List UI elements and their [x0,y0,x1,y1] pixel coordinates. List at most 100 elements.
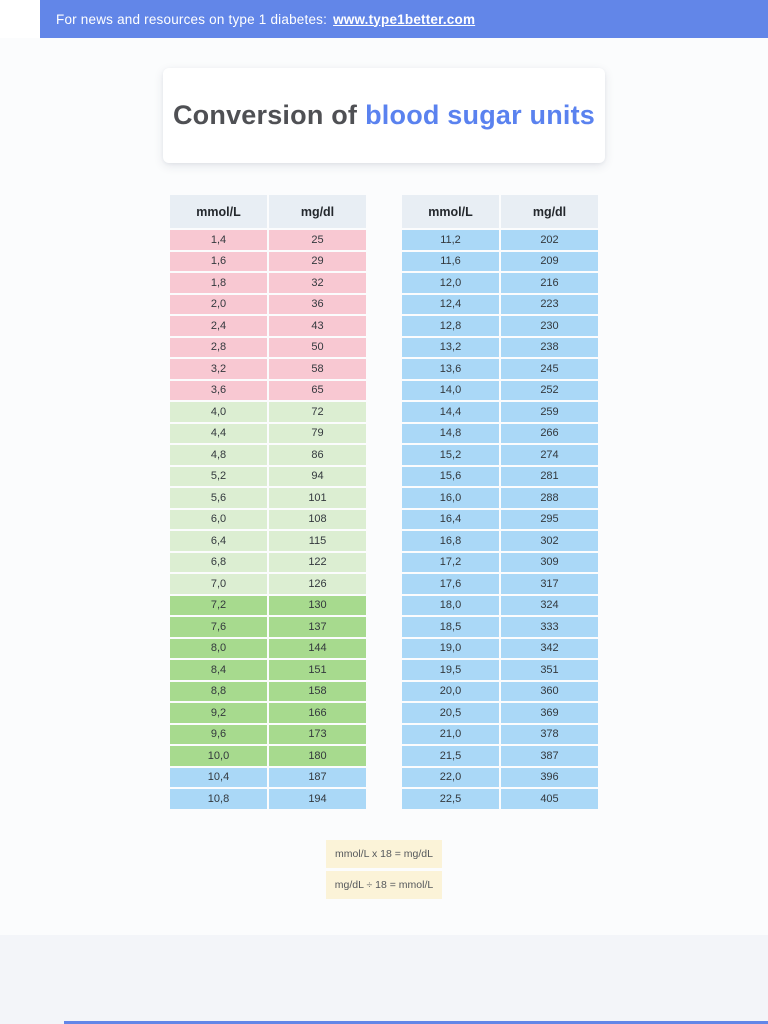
mmol-cell: 2,0 [170,294,267,314]
table-row: 13,6 245 [402,359,598,379]
table-row: 11,2 202 [402,230,598,250]
mmol-cell: 16,8 [402,531,499,551]
mg-cell: 405 [501,789,598,809]
mmol-cell: 8,0 [170,638,267,658]
table-row: 21,5 387 [402,746,598,766]
table-row: 9,2 166 [170,703,366,723]
table-row: 18,5 333 [402,617,598,637]
table-row: 18,0 324 [402,595,598,615]
mmol-cell: 13,6 [402,359,499,379]
table-header: mmol/L mg/dl [402,195,598,228]
mmol-cell: 14,4 [402,402,499,422]
mg-cell: 36 [269,294,366,314]
table-row: 7,6 137 [170,617,366,637]
mg-cell: 166 [269,703,366,723]
mmol-cell: 18,0 [402,595,499,615]
table-body: 11,2 202 11,6 209 12,0 216 12,4 223 12,8 230 13,2 2… [402,230,598,809]
mg-cell: 101 [269,488,366,508]
mg-cell: 43 [269,316,366,336]
mg-cell: 194 [269,789,366,809]
mg-cell: 202 [501,230,598,250]
mmol-cell: 19,0 [402,638,499,658]
table-row: 8,0 144 [170,638,366,658]
mmol-cell: 4,4 [170,423,267,443]
table-row: 19,5 351 [402,660,598,680]
table-row: 13,2 238 [402,337,598,357]
mg-cell: 324 [501,595,598,615]
mmol-cell: 17,2 [402,552,499,572]
table-row: 3,2 58 [170,359,366,379]
table-row: 7,2 130 [170,595,366,615]
top-banner-row: For news and resources on type 1 diabete… [0,0,768,38]
mmol-cell: 3,6 [170,380,267,400]
mmol-cell: 2,4 [170,316,267,336]
mg-cell: 230 [501,316,598,336]
mmol-cell: 16,0 [402,488,499,508]
formula-multiply: mmol/L x 18 = mg/dL [326,840,442,868]
mg-cell: 288 [501,488,598,508]
table-row: 12,8 230 [402,316,598,336]
table-row: 7,0 126 [170,574,366,594]
mg-cell: 180 [269,746,366,766]
title-prefix: Conversion of [172,100,358,130]
mg-cell: 173 [269,724,366,744]
table-row: 1,4 25 [170,230,366,250]
mg-cell: 25 [269,230,366,250]
mmol-cell: 14,0 [402,380,499,400]
table-row: 22,0 396 [402,767,598,787]
top-banner: For news and resources on type 1 diabete… [40,0,768,38]
mmol-cell: 6,0 [170,509,267,529]
table-row: 10,4 187 [170,767,366,787]
mmol-cell: 19,5 [402,660,499,680]
mmol-cell: 18,5 [402,617,499,637]
table-row: 2,4 43 [170,316,366,336]
table-row: 9,6 173 [170,724,366,744]
footer: Support better Fact sheet taken from the… [0,935,768,1024]
table-row: 4,0 72 [170,402,366,422]
table-row: 14,8 266 [402,423,598,443]
mg-cell: 94 [269,466,366,486]
table-row: 11,6 209 [402,251,598,271]
mg-cell: 50 [269,337,366,357]
mmol-cell: 3,2 [170,359,267,379]
mmol-cell: 20,5 [402,703,499,723]
table-row: 10,0 180 [170,746,366,766]
table-row: 15,6 281 [402,466,598,486]
table-row: 5,2 94 [170,466,366,486]
mmol-cell: 8,4 [170,660,267,680]
table-row: 16,0 288 [402,488,598,508]
mg-cell: 295 [501,509,598,529]
mmol-cell: 13,2 [402,337,499,357]
table-row: 21,0 378 [402,724,598,744]
mmol-cell: 20,0 [402,681,499,701]
mg-cell: 86 [269,445,366,465]
table-row: 14,4 259 [402,402,598,422]
mmol-cell: 10,0 [170,746,267,766]
mg-cell: 137 [269,617,366,637]
mg-cell: 378 [501,724,598,744]
mg-cell: 245 [501,359,598,379]
mg-cell: 79 [269,423,366,443]
table-row: 16,8 302 [402,531,598,551]
col-header-mg: mg/dl [269,195,366,228]
mg-cell: 238 [501,337,598,357]
mg-cell: 216 [501,273,598,293]
mg-cell: 58 [269,359,366,379]
mg-cell: 266 [501,423,598,443]
table-row: 17,2 309 [402,552,598,572]
mg-cell: 144 [269,638,366,658]
mmol-cell: 1,6 [170,251,267,271]
mg-cell: 223 [501,294,598,314]
banner-link[interactable]: www.type1better.com [333,11,476,27]
mg-cell: 158 [269,681,366,701]
mg-cell: 108 [269,509,366,529]
mmol-cell: 7,0 [170,574,267,594]
mmol-cell: 12,8 [402,316,499,336]
formula-group: mmol/L x 18 = mg/dL mg/dL ÷ 18 = mmol/L [326,840,442,902]
mg-cell: 130 [269,595,366,615]
mmol-cell: 14,8 [402,423,499,443]
mmol-cell: 5,2 [170,466,267,486]
table-body: 1,4 25 1,6 29 1,8 32 2,0 36 2,4 43 2,8 50 3,2 58 3,6 65… [170,230,366,809]
formula-divide: mg/dL ÷ 18 = mmol/L [326,871,442,899]
